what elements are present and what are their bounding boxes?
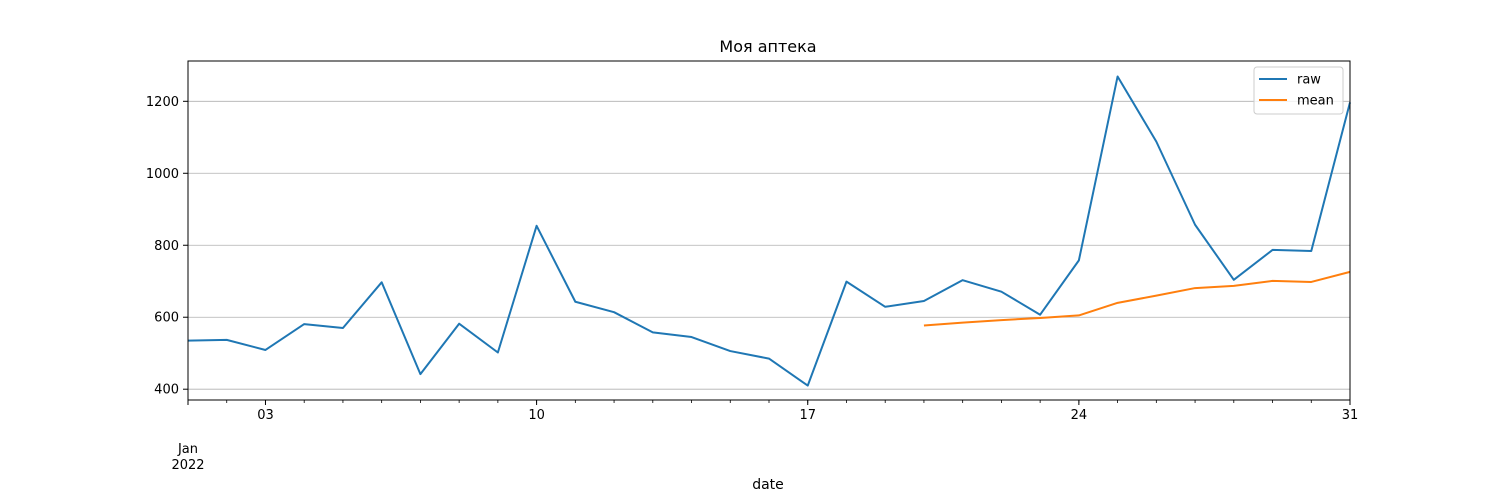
chart-title: Моя аптека [719,37,816,56]
x-tick-label: 17 [799,408,816,423]
x-tick-label: 03 [257,408,274,423]
y-tick-label: 600 [154,311,179,326]
x-tick-secondary-label: Jan [177,442,198,457]
series-line-mean [923,270,1351,327]
legend-label-mean: mean [1297,94,1334,109]
y-tick-label: 400 [154,383,179,398]
series-lines [187,75,1351,387]
y-tick-label: 1200 [146,95,179,110]
legend-label-raw: raw [1297,73,1321,88]
y-tick-label: 800 [154,239,179,254]
x-tick-label: 31 [1342,408,1359,423]
legend: raw mean [1253,66,1344,115]
x-axis-label: date [752,477,784,493]
series-line-raw [187,75,1351,387]
y-axis-ticks: 400 600 800 1000 1200 [146,95,188,398]
y-tick-label: 1000 [146,167,179,182]
y-gridlines [188,100,1350,390]
x-tick-label: 10 [528,408,545,423]
x-tick-secondary-label: 2022 [171,458,204,473]
x-tick-label: 24 [1071,408,1088,423]
